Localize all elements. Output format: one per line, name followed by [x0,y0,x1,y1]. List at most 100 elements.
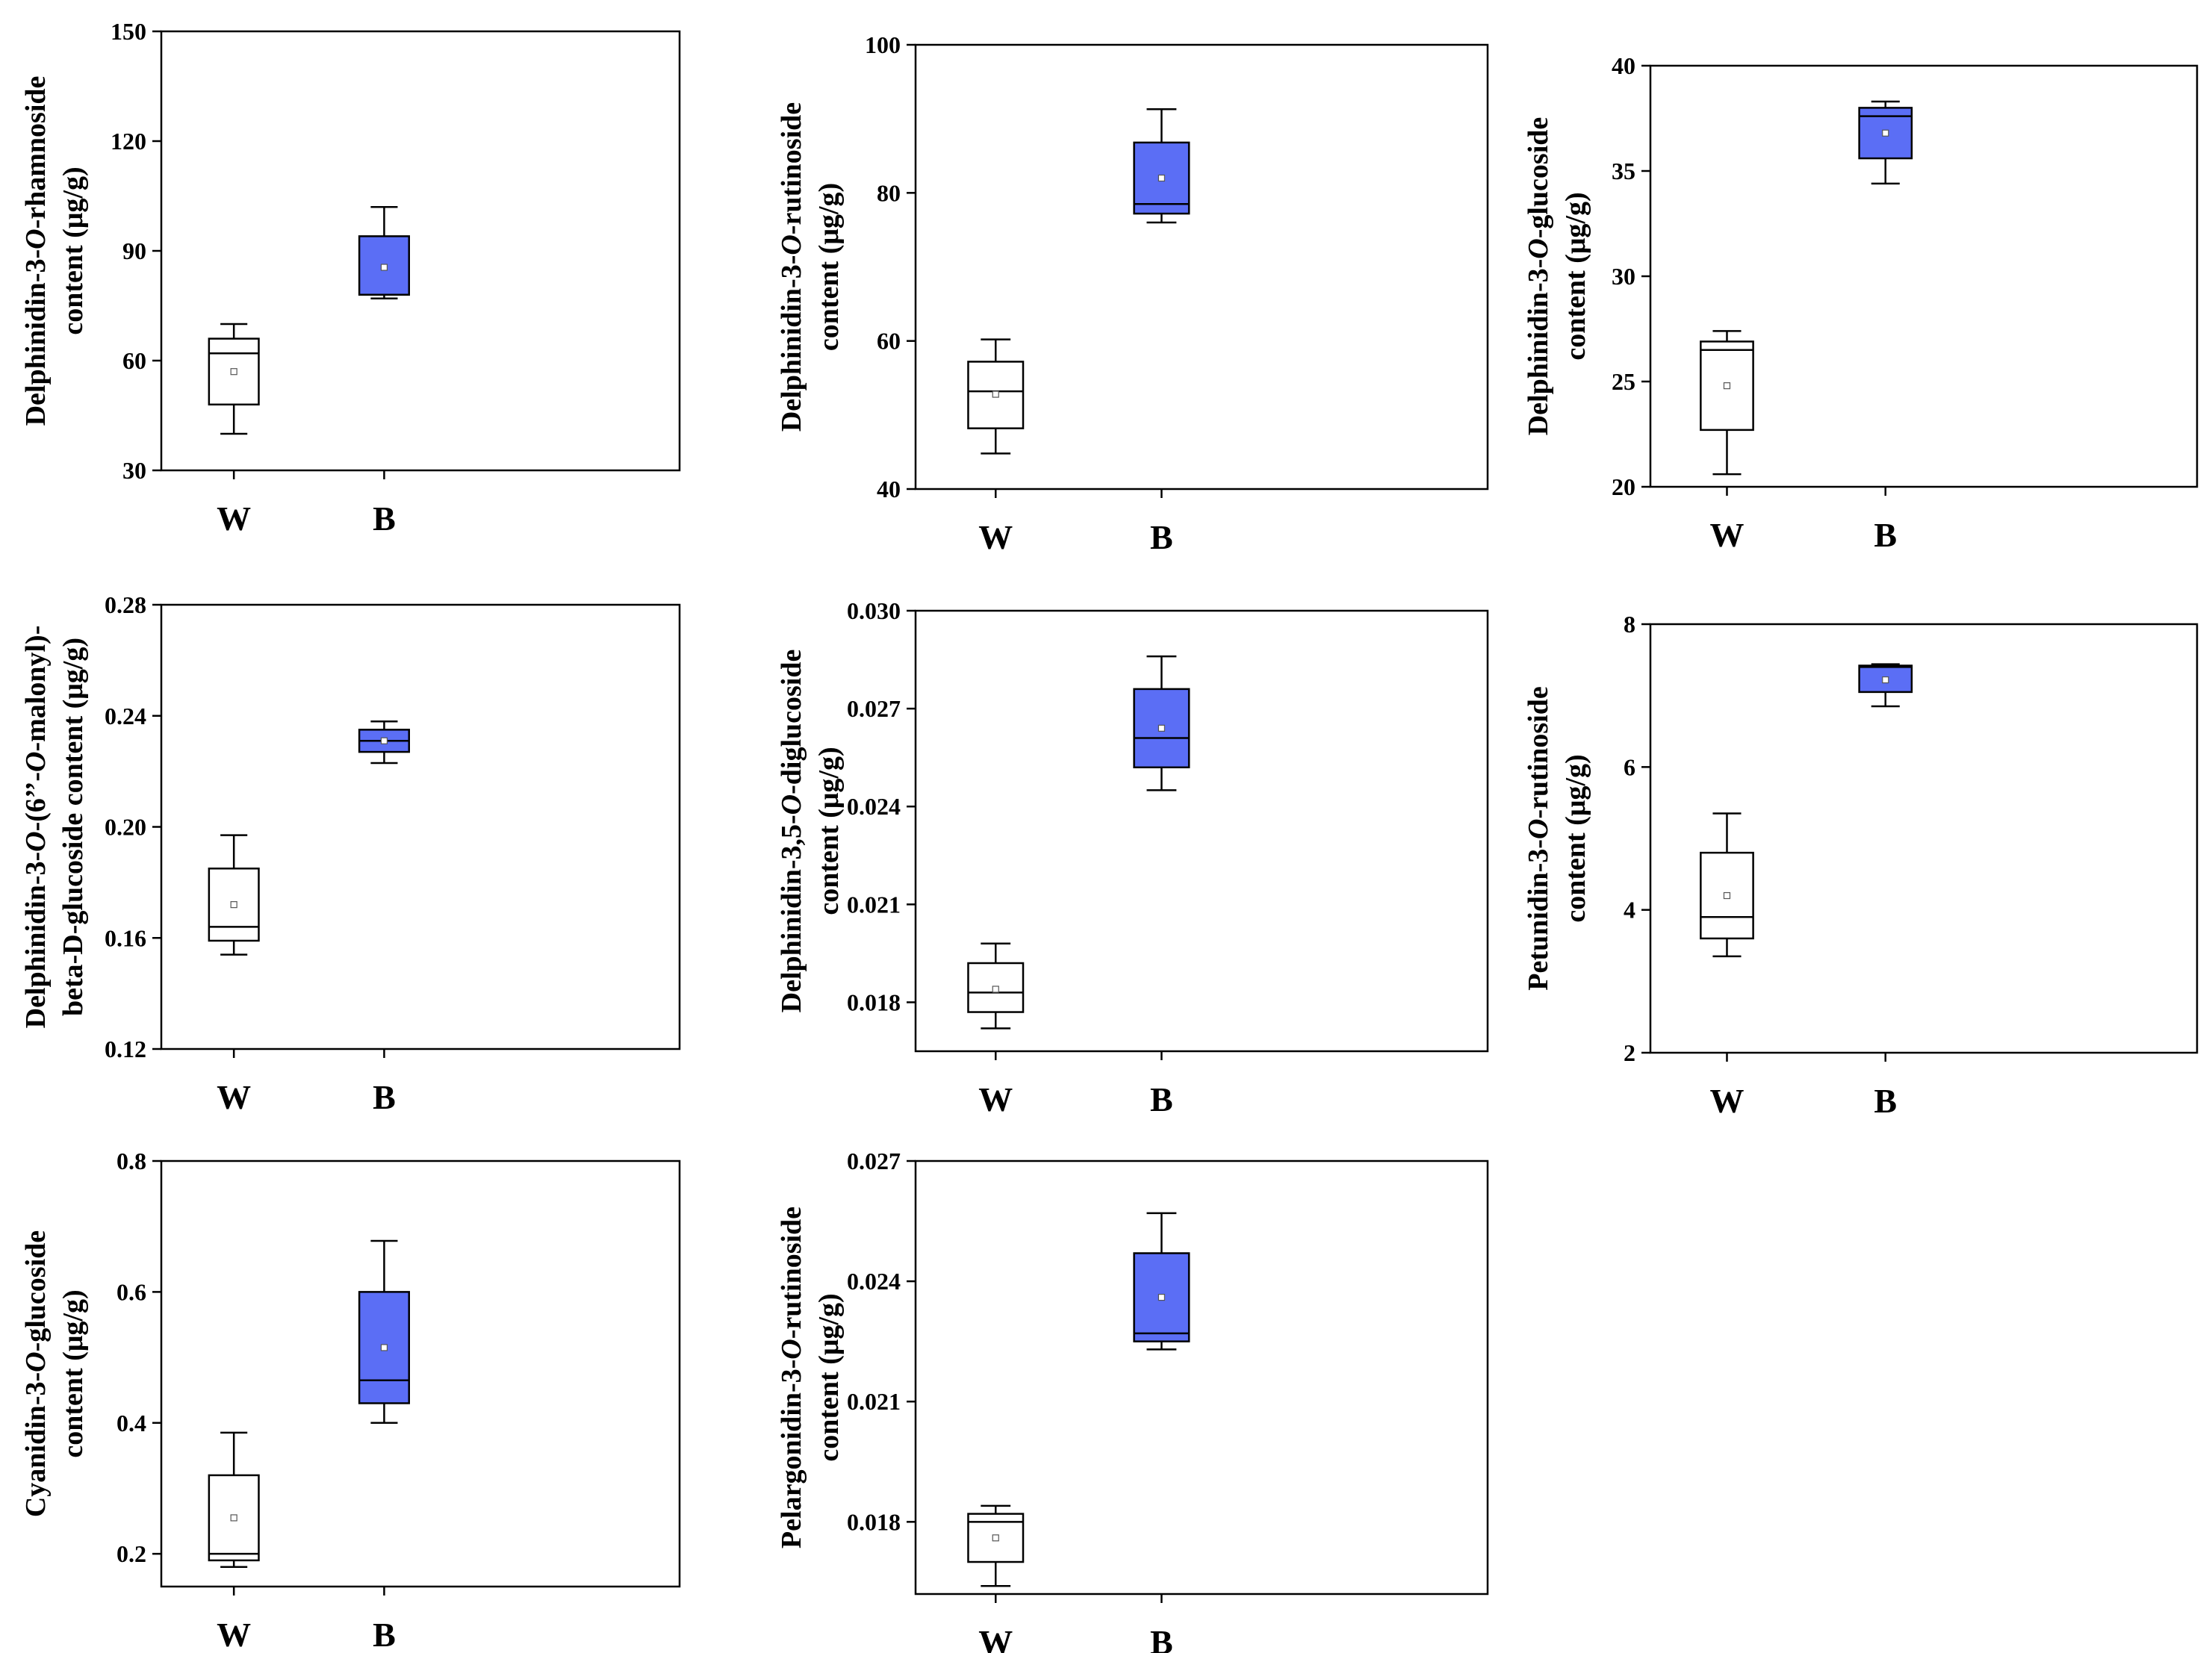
y-tick-label: 8 [1624,611,1635,638]
y-tick-label: 100 [865,31,901,58]
chart-panel-5: 0.018 0.021 0.024 0.027 0.030 W B Delphinidin-3… [776,597,1489,1118]
y-axis-label-segment: -rutinoside [1523,686,1554,818]
plot-frame [160,603,681,1050]
y-axis-label-segment: O [776,794,807,815]
x-category-label: B [373,1078,396,1116]
y-axis-label-segment: -malonyl)- [20,626,52,752]
y-axis-label: Delphinidin-3-O-(6’’-O-malonyl)- beta-D-g… [20,626,89,1029]
chart-panel-4: 0.12 0.16 0.20 0.24 0.28 W B Delphinidin-3-O-(6… [20,591,681,1116]
box-B [358,205,410,299]
y-axis-label-segment: O [1523,819,1554,839]
y-axis-label-segment: Cyanidin-3- [20,1372,52,1517]
y-tick-label: 80 [877,179,901,206]
y-tick-label: 0.4 [116,1410,146,1436]
y-tick-label: 0.24 [105,703,146,729]
x-category-label: B [1874,516,1897,554]
box-W [1700,812,1754,958]
y-axis-label-segment: -diglucoside [776,650,807,794]
mean-marker [992,986,999,993]
y-tick-label: 0.16 [105,924,146,951]
x-category-label: W [978,1080,1013,1118]
y-tick-label: 0.28 [105,591,146,618]
y-tick-label: 150 [111,18,146,45]
y-tick-label: 0.027 [847,695,901,722]
y-tick-label: 0.018 [847,989,901,1015]
mean-marker [1158,724,1165,732]
y-axis-label-line: content (μg/g) [58,1289,89,1457]
y-axis-label-segment: content (μg/g) [1560,754,1591,922]
box-W [208,1431,260,1568]
y-axis-label-line: Delphinidin-3-O-glucoside [1523,117,1554,436]
x-category-label: B [373,1616,396,1653]
y-tick-label: 0.6 [116,1278,146,1305]
mean-marker [1158,1293,1165,1301]
y-tick-label: 20 [1612,473,1635,500]
x-category-label: W [217,1078,251,1116]
x-category-label: W [978,518,1013,556]
y-tick-label: 0.024 [847,1268,901,1295]
plot-frame [1649,623,2199,1054]
box-W [967,1504,1025,1587]
y-tick-label: 0.021 [847,891,901,918]
y-tick-label: 35 [1612,158,1635,184]
plot-frame [914,43,1489,491]
y-axis-label-segment: O [776,1339,807,1359]
y-tick-label: 0.20 [105,814,146,841]
y-tick-label: 0.12 [105,1036,146,1062]
y-axis-label-line: content (μg/g) [1560,192,1591,360]
plot-frame [914,609,1489,1053]
y-tick-label: 25 [1612,368,1635,395]
box-B [1133,1212,1190,1351]
chart-panel-8: 0.018 0.021 0.024 0.027 W B Pelargonidin-3-O-r… [776,1148,1489,1653]
y-tick-label: 0.030 [847,597,901,624]
y-axis-label-segment: Pelargonidin-3- [776,1360,807,1548]
box-B [358,1239,410,1425]
box-B [1858,100,1913,185]
y-axis-label-segment: -rutinoside [776,102,807,234]
y-tick-label: 0.021 [847,1388,901,1415]
chart-panel-1: 30 60 90 120 150 W B Delphinidin-3-O-rhamnoside… [20,18,681,538]
y-axis-label-segment: Delphinidin-3- [1523,259,1554,436]
plot-frame [914,1159,1489,1596]
mean-marker [1723,382,1731,390]
mean-marker [992,390,999,398]
y-axis-label-line: content (μg/g) [813,1293,845,1461]
y-tick-label: 40 [1612,52,1635,79]
y-tick-label: 60 [877,328,901,355]
y-tick-label: 0.2 [116,1540,146,1567]
y-axis-label-line: content (μg/g) [1560,754,1591,922]
mean-marker [230,1514,237,1522]
y-axis-label-line: Cyanidin-3-O-glucoside [20,1230,52,1517]
box-W [208,834,260,956]
chart-panel-2: 40 60 80 100 W B Delphinidin-3-O-rutinosidecon… [776,31,1489,556]
y-tick-label: 0.8 [116,1148,146,1174]
mean-marker [380,264,388,271]
y-axis-label-segment: Delphinidin-3- [20,852,52,1029]
y-axis-label-segment: content (μg/g) [813,1293,845,1461]
y-axis-label-segment: Delphinidin-3,5- [776,815,807,1012]
y-axis-label-line: content (μg/g) [813,183,845,351]
iqr-box [358,1291,410,1404]
y-axis-label-line: Delphinidin-3-O-rutinoside [776,102,807,432]
y-axis-label-segment: O [20,831,52,851]
box-B [1133,108,1190,224]
y-axis-label-segment: -rutinoside [776,1207,807,1339]
mean-marker [380,737,388,744]
mean-marker [230,368,237,376]
y-axis-label-segment: Delphinidin-3- [776,255,807,432]
y-tick-label: 60 [122,347,146,374]
x-category-label: W [1709,1082,1744,1120]
chart-panel-3: 20 25 30 35 40 W B Delphinidin-3-O-glucosidecon… [1523,52,2199,554]
y-tick-label: 0.018 [847,1508,901,1535]
y-axis-label-line: Delphinidin-3-O-rhamnoside [20,76,52,426]
y-axis-label-segment: -glucoside [1523,117,1554,239]
y-axis-label-segment: -(6’’- [20,772,52,831]
mean-marker [992,1534,999,1542]
box-W [967,338,1025,455]
y-axis-label-segment: content (μg/g) [813,747,845,915]
y-tick-label: 40 [877,476,901,502]
